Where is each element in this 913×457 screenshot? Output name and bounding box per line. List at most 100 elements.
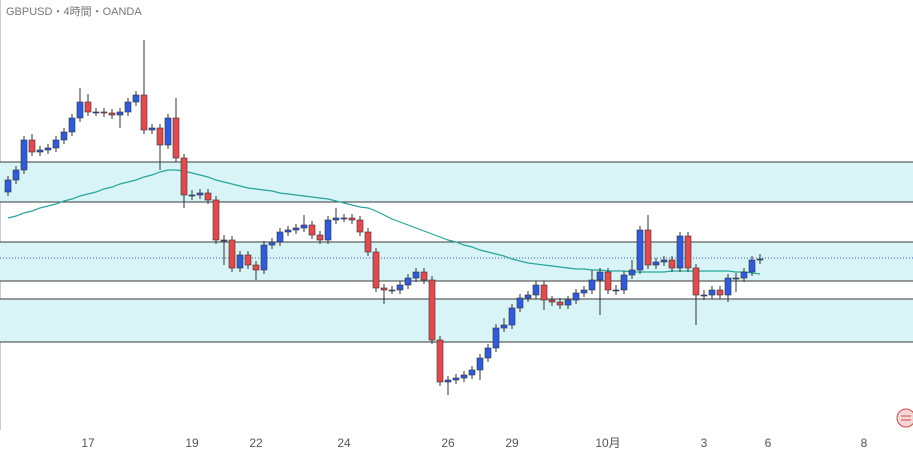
candle-body xyxy=(228,239,236,269)
x-tick-label: 24 xyxy=(337,436,351,450)
zone xyxy=(0,162,913,202)
candle-body xyxy=(684,235,692,269)
candle-body xyxy=(468,369,476,376)
candle-body xyxy=(52,139,60,149)
candle-body xyxy=(660,259,668,263)
candle-body xyxy=(268,241,276,246)
candle-body xyxy=(724,277,732,296)
candle-body xyxy=(44,147,52,151)
candle-body xyxy=(564,299,572,306)
candle-body xyxy=(492,327,500,349)
candle-body xyxy=(340,217,348,220)
zone xyxy=(0,242,913,281)
scroll-button[interactable] xyxy=(896,408,913,428)
chart-title: GBPUSD・4時間・OANDA xyxy=(6,5,142,18)
x-tick-label: 29 xyxy=(505,436,519,450)
candle-body xyxy=(140,94,148,131)
candle-body xyxy=(540,284,548,301)
candle-body xyxy=(644,229,652,266)
candle-body xyxy=(596,271,604,281)
candle-body xyxy=(124,101,132,113)
candle-body xyxy=(76,101,84,119)
zone xyxy=(0,299,913,342)
candle-body xyxy=(20,139,28,171)
candle-body xyxy=(580,289,588,294)
candle-body xyxy=(116,111,124,116)
candle-body xyxy=(484,347,492,359)
x-tick-label: 10月 xyxy=(595,436,620,450)
candle-body xyxy=(204,192,212,201)
candle-body xyxy=(524,294,532,299)
x-tick-label: 26 xyxy=(441,436,455,450)
candle-body xyxy=(180,157,188,196)
candle-body xyxy=(188,194,196,197)
candle-body xyxy=(172,117,180,159)
candle-body xyxy=(324,219,332,241)
candle-body xyxy=(572,292,580,301)
candle-body xyxy=(676,235,684,269)
candle-body xyxy=(508,307,516,326)
candle-body xyxy=(284,229,292,233)
candle-body xyxy=(156,127,164,146)
candle-body xyxy=(556,301,564,306)
candle-body xyxy=(756,258,764,261)
candle-body xyxy=(628,269,636,276)
candle-body xyxy=(388,289,396,292)
candle-body xyxy=(636,229,644,271)
candle-body xyxy=(740,271,748,279)
candle-body xyxy=(244,254,252,266)
candle-body xyxy=(604,271,612,291)
candle-body xyxy=(588,279,596,291)
candle-body xyxy=(396,284,404,291)
candle-body xyxy=(436,339,444,383)
candle-body xyxy=(380,287,388,291)
x-tick-label: 17 xyxy=(81,436,95,450)
candle-body xyxy=(100,111,108,114)
candle-body xyxy=(108,112,116,116)
candle-body xyxy=(516,297,524,309)
candle-body xyxy=(668,259,676,269)
candle-body xyxy=(300,224,308,229)
button-circle[interactable] xyxy=(896,408,913,428)
candle-body xyxy=(332,217,340,221)
candle-body xyxy=(452,377,460,381)
candle-body xyxy=(356,219,364,233)
candle-body xyxy=(348,217,356,221)
candle-body xyxy=(412,271,420,279)
candle-body xyxy=(260,244,268,271)
candle-body xyxy=(620,274,628,291)
candle-body xyxy=(4,179,12,193)
candle-body xyxy=(460,374,468,379)
x-tick-label: 22 xyxy=(249,436,263,450)
x-tick-label: 6 xyxy=(765,436,772,450)
candle-body xyxy=(12,169,20,181)
candle-body xyxy=(444,379,452,383)
candle-body xyxy=(28,139,36,153)
x-tick-label: 8 xyxy=(861,436,868,450)
candle-body xyxy=(476,357,484,371)
x-tick-label: 19 xyxy=(185,436,199,450)
candle-body xyxy=(132,94,140,103)
candle-body xyxy=(532,284,540,296)
candle-body xyxy=(236,254,244,269)
candle-body xyxy=(196,192,204,196)
candle-body xyxy=(700,294,708,297)
candle-body xyxy=(612,289,620,292)
candle-body xyxy=(36,149,44,153)
candle-body xyxy=(364,231,372,253)
candle-body xyxy=(428,279,436,341)
candle-body xyxy=(708,289,716,296)
candle-body xyxy=(252,264,260,271)
candle-body xyxy=(92,111,100,114)
candle-body xyxy=(148,127,156,131)
x-tick-label: 3 xyxy=(701,436,708,450)
candle-body xyxy=(276,231,284,243)
candle-body xyxy=(308,224,316,236)
candle-body xyxy=(420,271,428,281)
candle-body xyxy=(548,299,556,303)
candle-body xyxy=(500,324,508,329)
candle-body xyxy=(220,239,228,242)
candle-body xyxy=(164,117,172,146)
